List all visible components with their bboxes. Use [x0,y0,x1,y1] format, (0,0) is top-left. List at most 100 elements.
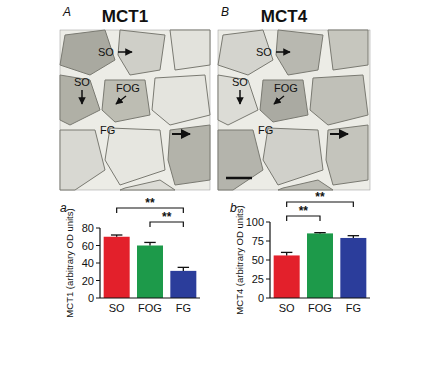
error-cap [348,235,359,236]
arrow [81,90,83,104]
error-cap [144,242,155,243]
error-bar [314,232,325,234]
significance-bracket: ** [117,196,184,213]
bar [307,233,333,298]
fiber [60,30,115,75]
fiber-label: FOG [274,82,298,94]
figure: SOSOFOGFGAMCT1SOSOFOGFGBMCT4a020406080SO… [0,0,426,372]
error-bar [144,242,155,245]
y-tick [96,245,100,246]
fiber [276,30,323,75]
x-tick-label: SO [279,302,295,314]
fiber [105,128,165,185]
panel-letter: B [221,5,229,19]
x-axis [100,297,200,298]
y-tick-label: 40 [82,257,94,269]
y-tick [266,279,270,280]
bars [274,233,367,298]
arrow [118,51,132,53]
y-tick-label: 25 [252,273,264,285]
fiber [218,130,263,190]
fiber [152,75,210,125]
fiber [260,80,308,122]
micrograph-bg [60,30,210,190]
significance-label: ** [299,204,309,218]
micrograph-panel: SOSOFOGFG [218,30,370,190]
fiber-label: FG [100,124,115,136]
arrow [330,133,348,135]
y-axis-label: MCT4 (arbitrary OD units) [234,205,245,314]
error-cap [111,234,122,235]
y-tick [96,228,100,229]
significance-label: ** [162,210,172,224]
fiber [218,75,258,125]
y-tick-label: 100 [246,216,264,228]
significance-label: ** [145,196,155,210]
y-tick-label: 0 [258,292,264,304]
fiber-label: SO [256,46,272,58]
fiber-label: FOG [116,82,140,94]
scale-bar [226,177,252,180]
fiber [328,30,368,70]
fiber [278,180,333,190]
bar [104,237,130,298]
error-cap [314,232,325,233]
arrow [116,96,126,104]
x-axis [270,297,370,298]
y-tick [96,280,100,281]
y-tick-label: 50 [252,254,264,266]
bar [274,255,300,298]
x-tick-label: FOG [308,302,332,314]
y-axis-label: MCT1 (arbitrary OD units) [64,208,75,317]
y-tick [266,222,270,223]
y-tick-label: 75 [252,235,264,247]
fiber [120,180,175,190]
fiber [170,30,210,70]
fiber-label: FG [258,124,273,136]
panel-title: MCT4 [261,7,308,26]
y-tick-label: 60 [82,240,94,252]
bar-chart: b0255075100SOFOGFGMCT4 (arbitrary OD uni… [230,190,370,315]
error-bar [348,236,359,238]
x-tick-label: FG [176,302,191,314]
bar [137,246,163,299]
error-cap [178,267,189,268]
x-tick-label: FG [346,302,361,314]
significance-bracket: ** [150,210,183,227]
arrow [172,133,190,135]
bars [104,235,197,298]
y-tick-label: 0 [88,292,94,304]
significance-label: ** [315,190,325,204]
fiber [263,128,323,185]
fiber-label: SO [98,46,114,58]
fiber [118,30,165,75]
micrograph-bg [218,30,370,190]
y-tick [266,260,270,261]
fiber [168,125,210,185]
fiber [326,125,368,185]
bar [340,238,366,298]
x-tick-label: SO [109,302,125,314]
fiber [310,75,368,125]
panel-title: MCT1 [102,7,148,26]
error-bar [281,252,292,255]
error-cap [281,252,292,253]
significance-bracket: ** [287,204,320,221]
micrograph-panel: SO SO FOG FG [60,30,210,190]
y-tick [96,263,100,264]
arrow [239,90,241,104]
arrow [274,96,284,104]
panel-letter: A [62,5,71,19]
bar-chart: a020406080SOFOGFGMCT1 (arbitrary OD unit… [60,196,200,318]
fiber [218,30,273,75]
y-tick-label: 20 [82,275,94,287]
y-tick-label: 80 [82,222,94,234]
arrow [276,51,290,53]
fiber [102,80,150,122]
significance-bracket: ** [287,190,354,207]
y-tick [266,298,270,299]
x-tick-label: FOG [138,302,162,314]
error-bar [111,235,122,237]
fiber-label: SO [74,76,90,88]
fiber [60,75,100,125]
